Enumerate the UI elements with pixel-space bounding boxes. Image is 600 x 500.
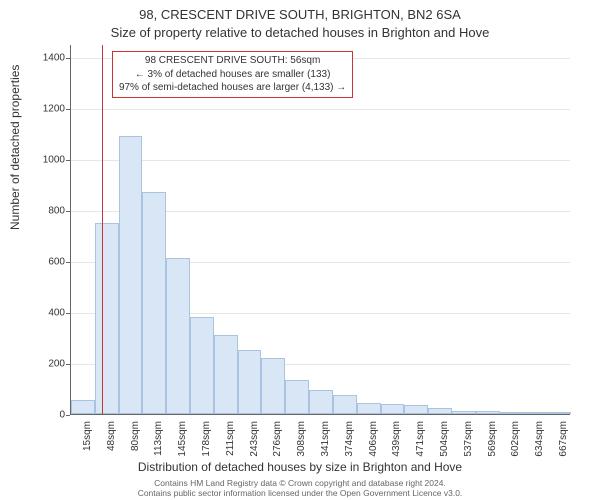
histogram-bar (261, 358, 285, 414)
y-tick-label: 600 (25, 256, 65, 267)
y-tick-mark (66, 109, 70, 110)
y-tick-label: 800 (25, 205, 65, 216)
x-tick-label: 374sqm (344, 421, 355, 471)
y-tick-mark (66, 415, 70, 416)
x-tick-label: 211sqm (225, 421, 236, 471)
chart-title-block: 98, CRESCENT DRIVE SOUTH, BRIGHTON, BN2 … (0, 0, 600, 41)
histogram-bar (381, 404, 405, 414)
x-tick-label: 308sqm (296, 421, 307, 471)
x-tick-label: 243sqm (249, 421, 260, 471)
histogram-bar (547, 412, 571, 414)
chart-title-line1: 98, CRESCENT DRIVE SOUTH, BRIGHTON, BN2 … (0, 6, 600, 24)
x-tick-label: 145sqm (177, 421, 188, 471)
y-tick-label: 200 (25, 358, 65, 369)
x-tick-label: 178sqm (201, 421, 212, 471)
y-tick-mark (66, 160, 70, 161)
footer-line1: Contains HM Land Registry data © Crown c… (0, 478, 600, 488)
x-tick-label: 439sqm (391, 421, 402, 471)
y-tick-mark (66, 58, 70, 59)
histogram-bar (404, 405, 428, 414)
y-tick-label: 1400 (25, 52, 65, 63)
y-axis-title: Number of detached properties (8, 65, 22, 230)
histogram-bar (523, 412, 547, 414)
annotation-line: ← 3% of detached houses are smaller (133… (119, 68, 346, 82)
x-tick-label: 634sqm (534, 421, 545, 471)
histogram-bar (166, 258, 190, 414)
property-marker-line (102, 45, 103, 414)
x-tick-label: 48sqm (106, 421, 117, 471)
histogram-bar (238, 350, 262, 414)
histogram-bar (190, 317, 214, 414)
x-tick-label: 80sqm (130, 421, 141, 471)
property-annotation-box: 98 CRESCENT DRIVE SOUTH: 56sqm← 3% of de… (112, 51, 353, 98)
x-tick-label: 537sqm (463, 421, 474, 471)
histogram-bar (500, 412, 524, 414)
histogram-bar (285, 380, 309, 414)
x-tick-label: 15sqm (82, 421, 93, 471)
x-tick-label: 602sqm (510, 421, 521, 471)
histogram-bar (309, 390, 333, 414)
histogram-bar (333, 395, 357, 414)
y-tick-mark (66, 313, 70, 314)
y-tick-mark (66, 262, 70, 263)
y-gridline (71, 160, 570, 161)
x-tick-label: 341sqm (320, 421, 331, 471)
y-tick-label: 400 (25, 307, 65, 318)
x-tick-label: 569sqm (487, 421, 498, 471)
x-tick-label: 504sqm (439, 421, 450, 471)
x-tick-label: 471sqm (415, 421, 426, 471)
x-tick-label: 113sqm (153, 421, 164, 471)
x-tick-label: 667sqm (558, 421, 569, 471)
x-tick-label: 276sqm (272, 421, 283, 471)
y-tick-mark (66, 211, 70, 212)
histogram-bar (71, 400, 95, 414)
chart-title-line2: Size of property relative to detached ho… (0, 24, 600, 42)
y-tick-label: 0 (25, 410, 65, 421)
x-tick-label: 406sqm (368, 421, 379, 471)
histogram-bar (452, 411, 476, 414)
annotation-line: 98 CRESCENT DRIVE SOUTH: 56sqm (119, 54, 346, 68)
histogram-bar (95, 223, 119, 414)
histogram-bar (428, 408, 452, 414)
histogram-bar (119, 136, 143, 414)
histogram-bar (142, 192, 166, 414)
histogram-bar (357, 403, 381, 414)
y-gridline (71, 109, 570, 110)
y-tick-mark (66, 364, 70, 365)
y-tick-label: 1000 (25, 154, 65, 165)
y-tick-label: 1200 (25, 103, 65, 114)
footer-line2: Contains public sector information licen… (0, 488, 600, 498)
histogram-bar (476, 411, 500, 414)
chart-plot-area: 98 CRESCENT DRIVE SOUTH: 56sqm← 3% of de… (70, 45, 570, 415)
annotation-line: 97% of semi-detached houses are larger (… (119, 81, 346, 95)
chart-footer: Contains HM Land Registry data © Crown c… (0, 478, 600, 498)
histogram-bar (214, 335, 238, 414)
